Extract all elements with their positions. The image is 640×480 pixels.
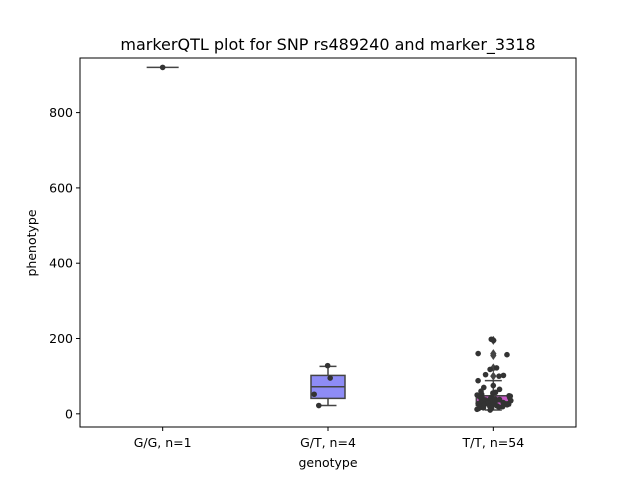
data-point [490,382,497,389]
x-tick-label: T/T, n=54 [461,435,524,450]
data-point [487,366,493,373]
data-point [324,362,331,369]
data-point [487,407,493,413]
data-point [496,373,502,379]
data-point [500,372,507,379]
y-tick-label: 600 [49,180,73,195]
data-point [315,402,322,409]
data-point [496,404,502,410]
y-tick-label: 800 [49,105,73,120]
data-point [159,64,166,71]
y-axis-label: phenotype [24,209,39,276]
data-point [496,386,503,393]
x-axis-ticks: G/G, n=1 G/T, n=4 T/T, n=54 [134,427,524,450]
box-flier [490,349,497,359]
y-axis-ticks: 0 200 400 600 800 [49,105,80,421]
data-point [480,404,487,411]
data-point [311,391,317,398]
data-point [475,377,481,384]
data-point [327,375,333,381]
x-tick-label: G/G, n=1 [134,435,192,450]
data-point [504,351,510,358]
box-group [310,365,346,407]
data-point [493,365,500,371]
data-point [490,337,497,344]
y-tick-label: 400 [49,256,73,271]
x-axis-label: genotype [298,455,357,470]
data-point [504,401,510,408]
box-flier [490,371,497,381]
x-tick-label: G/T, n=4 [300,435,356,450]
data-point [482,371,489,378]
plot-layer [146,64,514,413]
chart-title: markerQTL plot for SNP rs489240 and mark… [120,35,535,55]
data-point [474,406,480,413]
data-point [475,350,481,357]
y-tick-label: 0 [65,406,73,421]
y-tick-label: 200 [49,331,73,346]
